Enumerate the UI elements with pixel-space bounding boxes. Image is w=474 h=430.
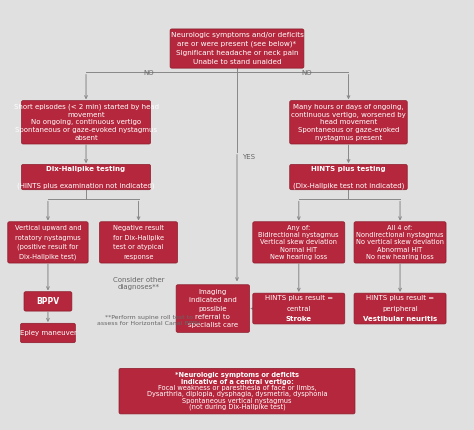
Text: nystagmus present: nystagmus present <box>315 135 382 141</box>
Text: Significant headache or neck pain: Significant headache or neck pain <box>176 50 298 56</box>
Text: (HINTS plus examination not indicated): (HINTS plus examination not indicated) <box>17 182 155 189</box>
FancyBboxPatch shape <box>176 285 249 332</box>
Text: Bidirectional nystagmus: Bidirectional nystagmus <box>258 232 339 238</box>
Text: Normal HIT: Normal HIT <box>280 246 318 252</box>
Text: All 4 of:: All 4 of: <box>387 225 413 231</box>
Text: Spontaneous or gaze-evoked: Spontaneous or gaze-evoked <box>298 127 399 133</box>
Text: Dix-Hallpike testing: Dix-Hallpike testing <box>46 166 126 172</box>
FancyBboxPatch shape <box>253 222 345 263</box>
Text: *Neurologic symptoms or deficits: *Neurologic symptoms or deficits <box>175 372 299 378</box>
Text: **Perform supine roll test to: **Perform supine roll test to <box>105 315 193 320</box>
Text: Unable to stand unaided: Unable to stand unaided <box>193 59 281 65</box>
Text: HINTS plus result =: HINTS plus result = <box>264 295 333 301</box>
Text: absent: absent <box>74 135 98 141</box>
Text: Consider other: Consider other <box>113 277 164 283</box>
Text: Nondirectional nystagmus: Nondirectional nystagmus <box>356 232 444 238</box>
FancyBboxPatch shape <box>24 292 72 311</box>
FancyBboxPatch shape <box>100 222 178 263</box>
Text: central: central <box>286 306 311 312</box>
Text: Neurologic symptoms and/or deficits: Neurologic symptoms and/or deficits <box>171 32 303 38</box>
FancyBboxPatch shape <box>290 164 407 190</box>
Text: Negative result: Negative result <box>113 225 164 231</box>
Text: No vertical skew deviation: No vertical skew deviation <box>356 240 444 246</box>
Text: Spontaneous or gaze-evoked nystagmus: Spontaneous or gaze-evoked nystagmus <box>15 127 157 133</box>
Text: head movement: head movement <box>320 119 377 125</box>
FancyBboxPatch shape <box>20 323 75 343</box>
Text: BPPV: BPPV <box>36 297 60 306</box>
Text: Imaging: Imaging <box>199 289 227 295</box>
FancyBboxPatch shape <box>253 293 345 324</box>
Text: NO: NO <box>301 70 312 76</box>
Text: assess for Horizontal Canal BPPV: assess for Horizontal Canal BPPV <box>97 321 201 326</box>
Text: Epley maneuver: Epley maneuver <box>19 330 76 336</box>
Text: Dix-Hallpike test): Dix-Hallpike test) <box>19 254 77 260</box>
Text: No ongoing, continuous vertigo: No ongoing, continuous vertigo <box>31 119 141 125</box>
FancyBboxPatch shape <box>354 222 446 263</box>
Text: peripheral: peripheral <box>382 306 418 312</box>
Text: movement: movement <box>67 112 105 118</box>
FancyBboxPatch shape <box>170 29 304 68</box>
FancyBboxPatch shape <box>290 101 407 144</box>
Text: Abnormal HIT: Abnormal HIT <box>377 246 423 252</box>
Text: Any of:: Any of: <box>287 225 310 231</box>
Text: HINTS plus result =: HINTS plus result = <box>366 295 434 301</box>
Text: response: response <box>123 254 154 260</box>
Text: continuous vertigo, worsened by: continuous vertigo, worsened by <box>291 112 406 118</box>
FancyBboxPatch shape <box>354 293 446 324</box>
Text: possible: possible <box>199 306 227 312</box>
Text: New hearing loss: New hearing loss <box>270 254 328 260</box>
Text: Focal weakness or paresthesia of face or limbs,: Focal weakness or paresthesia of face or… <box>158 385 316 391</box>
Text: Vestibular neuritis: Vestibular neuritis <box>363 316 437 322</box>
Text: diagnoses**: diagnoses** <box>118 285 160 291</box>
Text: specialist care: specialist care <box>188 322 238 329</box>
Text: Dysarthria, diplopia, dysphagia, dysmetria, dysphonia: Dysarthria, diplopia, dysphagia, dysmetr… <box>146 391 328 397</box>
Text: Many hours or days of ongoing,: Many hours or days of ongoing, <box>293 104 404 110</box>
FancyBboxPatch shape <box>119 369 355 414</box>
Text: NO: NO <box>144 70 154 76</box>
Text: YES: YES <box>242 154 255 160</box>
Text: Short episodes (< 2 min) started by head: Short episodes (< 2 min) started by head <box>14 104 158 111</box>
Text: Spontaneous vertical nystagmus: Spontaneous vertical nystagmus <box>182 398 292 404</box>
Text: HINTS plus testing: HINTS plus testing <box>311 166 386 172</box>
Text: indicated and: indicated and <box>189 297 237 303</box>
Text: (Dix-Hallpike test not indicated): (Dix-Hallpike test not indicated) <box>293 182 404 189</box>
Text: (not during Dix-Hallpike test): (not during Dix-Hallpike test) <box>189 404 285 410</box>
FancyBboxPatch shape <box>21 101 151 144</box>
Text: are or were present (see below)*: are or were present (see below)* <box>177 41 297 47</box>
Text: test or atypical: test or atypical <box>113 244 164 250</box>
Text: for Dix-Hallpike: for Dix-Hallpike <box>113 235 164 241</box>
Text: referral to: referral to <box>195 314 230 320</box>
Text: indicative of a central vertigo:: indicative of a central vertigo: <box>181 378 293 384</box>
Text: No new hearing loss: No new hearing loss <box>366 254 434 260</box>
Text: (positive result for: (positive result for <box>18 244 79 250</box>
FancyBboxPatch shape <box>8 222 88 263</box>
Text: Vertical skew deviation: Vertical skew deviation <box>260 240 337 246</box>
Text: rotatory nystagmus: rotatory nystagmus <box>15 235 81 241</box>
Text: Stroke: Stroke <box>286 316 312 322</box>
Text: Vertical upward and: Vertical upward and <box>15 225 81 231</box>
FancyBboxPatch shape <box>21 164 151 190</box>
